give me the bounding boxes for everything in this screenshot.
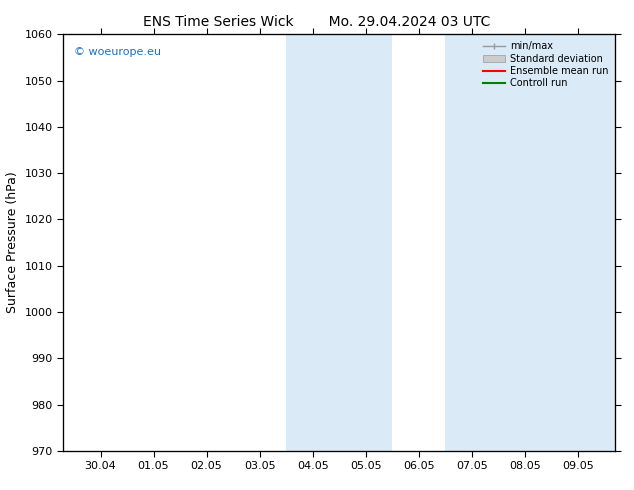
Text: ENS Time Series Wick        Mo. 29.04.2024 03 UTC: ENS Time Series Wick Mo. 29.04.2024 03 U…	[143, 15, 491, 29]
Text: © woeurope.eu: © woeurope.eu	[74, 47, 162, 57]
Legend: min/max, Standard deviation, Ensemble mean run, Controll run: min/max, Standard deviation, Ensemble me…	[481, 39, 610, 90]
Y-axis label: Surface Pressure (hPa): Surface Pressure (hPa)	[6, 172, 19, 314]
Bar	[445, 34, 615, 451]
Bar	[286, 34, 392, 451]
